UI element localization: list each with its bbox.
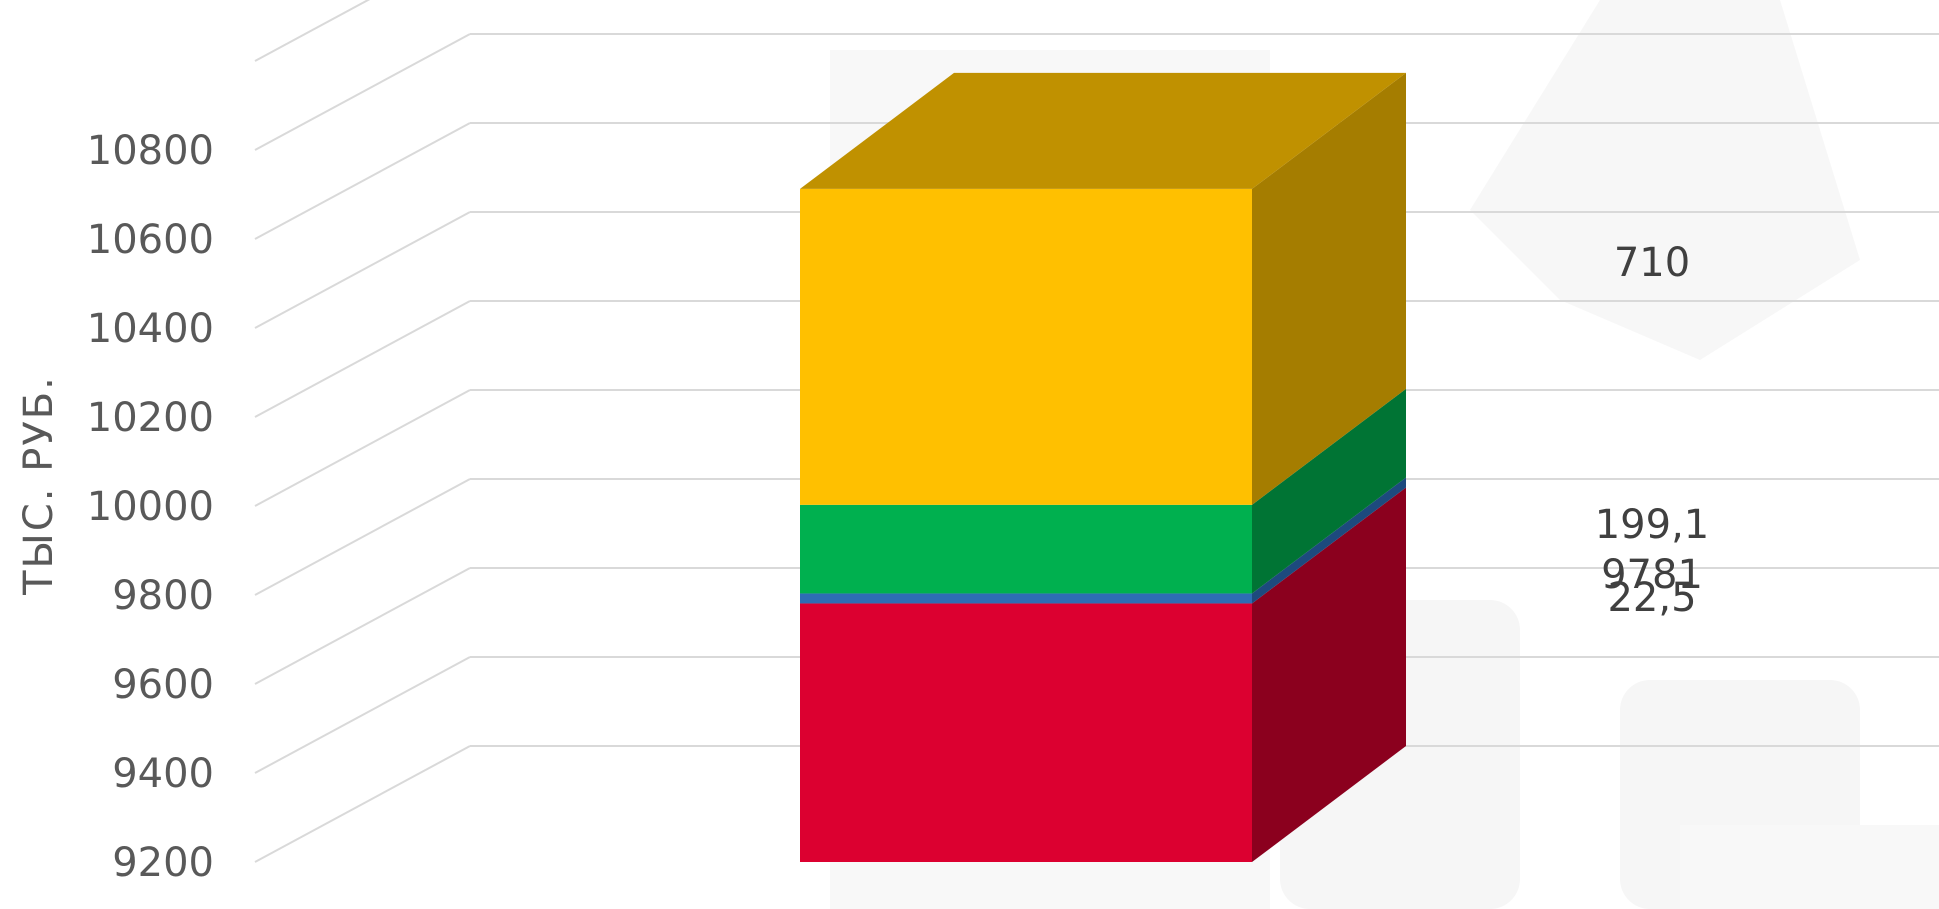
y-tick-label: 10600 [87,217,214,263]
bar-segment-side [1252,487,1406,862]
y-tick-label: 10000 [87,484,214,530]
data-label: 710 [1614,240,1690,286]
bar-segment-side [1252,72,1406,505]
y-tick-label: 9600 [112,662,214,708]
gridline-diagonal [254,478,471,596]
bar-segment [800,504,1252,594]
bar-segment-side [1252,388,1406,594]
bar-segment [800,593,1252,604]
bar-segment [800,188,1252,505]
gridline-diagonal [254,656,471,774]
y-tick-label: 10400 [87,306,214,352]
y-axis-title: ТЫС. РУБ. [16,375,62,596]
gridline-diagonal [254,122,471,240]
bar-stack [800,72,1406,862]
bar-segment [800,603,1252,862]
y-tick-label: 9800 [112,573,214,619]
gridline-diagonal [254,567,471,685]
watermark-shape [1470,0,1860,360]
gridline-diagonal [254,33,471,151]
gridline-diagonal [254,389,471,507]
data-label: 199,1 [1595,502,1710,548]
data-label: 9781 [1601,552,1703,598]
y-tick-label: 9400 [112,751,214,797]
bar-segment-side [1252,477,1406,604]
bar-top-face [800,72,1406,189]
data-label: 22,5 [1607,575,1696,621]
y-axis-ticks: 9200 9400 9600 9800 10000 10200 10400 10600 1080… [87,128,214,886]
gridline-diagonal [254,211,471,329]
y-tick-label: 10200 [87,395,214,441]
gridline-diagonal [254,0,371,62]
gridline-diagonal [254,745,471,863]
watermark-shape [1680,825,1939,909]
y-tick-label: 10800 [87,128,214,174]
gridline-diagonal [254,300,471,418]
y-tick-label: 9200 [112,840,214,886]
